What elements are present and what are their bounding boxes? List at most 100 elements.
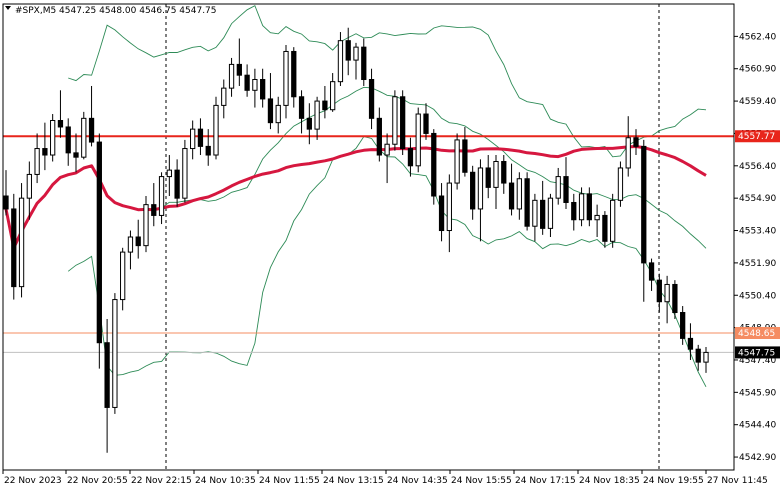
candle-body — [291, 50, 297, 98]
candle-body — [540, 199, 546, 229]
candle-body — [104, 342, 110, 408]
candle — [501, 155, 507, 194]
candle-body — [283, 50, 289, 106]
candle-body — [158, 176, 165, 216]
candle — [166, 155, 172, 197]
candle — [415, 107, 421, 173]
x-tick-label: 22 Nov 22:15 — [131, 476, 192, 486]
candle-body — [617, 167, 624, 201]
candle — [112, 293, 118, 414]
candle — [400, 90, 406, 156]
candle — [18, 183, 25, 298]
candle — [236, 38, 242, 86]
candle — [578, 187, 585, 227]
candle-body — [493, 160, 499, 188]
candle-body — [244, 74, 250, 91]
candle-body — [213, 104, 219, 156]
candle-body — [34, 148, 40, 175]
candle — [143, 196, 149, 253]
y-tick-label: 4556.40 — [739, 162, 776, 172]
candle — [151, 183, 157, 227]
candle-body — [11, 208, 17, 288]
candle — [88, 85, 95, 147]
candle-body — [485, 167, 491, 188]
candle — [617, 161, 624, 207]
candle-body — [322, 100, 328, 111]
candle — [291, 47, 297, 108]
moving-average — [4, 145, 707, 250]
candle-body — [166, 169, 172, 178]
level-low-label: 4548.65 — [738, 329, 775, 339]
candle-body — [353, 46, 359, 61]
candle — [298, 90, 305, 134]
symbol-dropdown-icon[interactable] — [5, 6, 11, 10]
candle-body — [361, 46, 367, 81]
candle-body — [197, 128, 204, 147]
candle — [462, 126, 468, 177]
candle-body — [641, 145, 647, 264]
candle — [532, 193, 538, 242]
candle — [493, 155, 499, 209]
x-tick-label: 24 Nov 14:35 — [387, 476, 448, 486]
candle-body — [454, 139, 460, 184]
candle-body — [532, 199, 538, 227]
candle — [641, 139, 647, 302]
candle — [322, 85, 328, 119]
candle-body — [3, 195, 9, 210]
x-tick-label: 24 Nov 18:35 — [579, 476, 640, 486]
candle — [205, 129, 211, 166]
candle — [174, 159, 180, 207]
candle — [267, 73, 274, 130]
candle — [470, 165, 476, 220]
candle — [314, 96, 320, 140]
candle-body — [26, 173, 32, 199]
y-tick-label: 4544.40 — [739, 421, 776, 431]
candle-body — [633, 137, 639, 147]
candle-body — [330, 81, 336, 111]
y-tick-label: 4553.40 — [739, 227, 776, 237]
candle-body — [695, 348, 701, 363]
candle — [73, 133, 79, 173]
candle-body — [127, 236, 134, 253]
candle-body — [221, 87, 227, 106]
candle — [252, 68, 258, 108]
candle — [485, 155, 491, 199]
candle-body — [236, 63, 242, 76]
candle — [703, 347, 709, 373]
candle-body — [571, 201, 577, 221]
candle-body — [508, 182, 515, 210]
candle — [275, 96, 281, 134]
current-price-label: 4547.75 — [738, 348, 775, 358]
candle-body — [423, 113, 429, 134]
candle-body — [376, 117, 382, 156]
candle — [11, 193, 17, 300]
candle — [431, 129, 437, 205]
candle — [586, 187, 592, 227]
candle — [135, 219, 141, 259]
candle — [672, 280, 678, 319]
candle-body — [431, 132, 437, 197]
candle-body — [547, 197, 554, 229]
candle — [96, 133, 102, 369]
level-low-tag — [735, 327, 780, 340]
candle-body — [314, 100, 320, 130]
candle-body — [687, 337, 694, 350]
candle-body — [112, 299, 118, 408]
level-high-tag — [735, 130, 780, 143]
x-tick-label: 24 Nov 17:15 — [515, 476, 576, 486]
candle — [610, 193, 616, 248]
candle-body — [18, 197, 25, 288]
y-tick-label: 4559.40 — [739, 97, 776, 107]
y-tick-label: 4562.40 — [739, 32, 776, 42]
candle-body — [143, 204, 149, 247]
candle-body — [438, 195, 445, 232]
candle — [337, 32, 344, 86]
x-tick-label: 24 Nov 10:35 — [195, 476, 256, 486]
candle-body — [337, 40, 344, 83]
candle — [454, 133, 460, 190]
candle — [547, 193, 554, 237]
candle — [540, 180, 546, 235]
candle-body — [384, 143, 390, 156]
candle — [648, 258, 655, 291]
